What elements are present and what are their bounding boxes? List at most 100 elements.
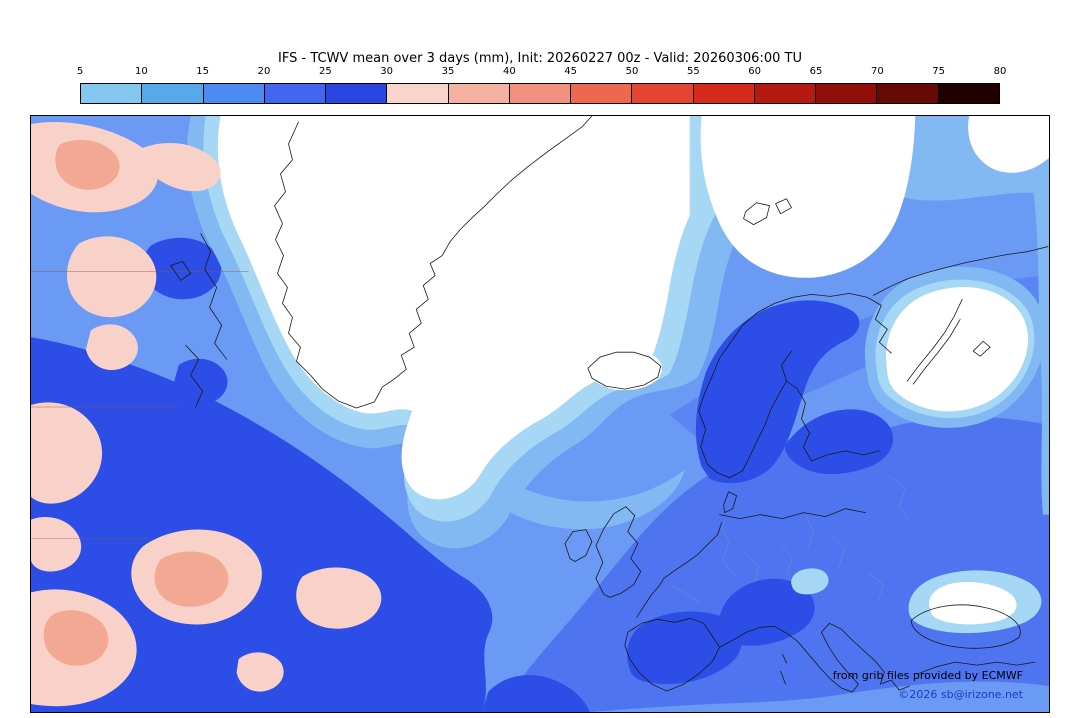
coastline-corsica <box>782 653 787 664</box>
border-line <box>721 524 734 575</box>
colorbar-tick-label: 15 <box>196 66 210 77</box>
coastline-iberia <box>624 617 721 692</box>
colorbar-ticks: 5 10 15 20 25 30 35 40 45 50 55 60 65 70 75 80 <box>76 66 1007 81</box>
colorbar-tick-label: 5 <box>76 66 84 77</box>
coastline-baffin <box>200 233 228 360</box>
border-line <box>670 584 701 604</box>
coastline-channel-biscay <box>636 554 699 618</box>
region-spiral-arm <box>460 444 685 530</box>
colorbar-tick-label: 35 <box>441 66 455 77</box>
coastline-svalbard-ne <box>775 198 792 215</box>
region-dark-spot-nw2 <box>172 358 228 406</box>
coastline-mediterranean-italy <box>719 622 876 693</box>
coastline-baffin-island <box>170 261 192 281</box>
credit-ecmwf: from grib files provided by ECMWF <box>832 669 1023 682</box>
region-dark-filament <box>375 514 471 617</box>
colorbar-cell <box>877 84 939 103</box>
coastlines <box>170 116 1049 693</box>
graticule-lines <box>31 271 249 539</box>
coastline-sweden <box>707 350 792 479</box>
colorbar: 5 10 15 20 25 30 35 40 45 50 55 60 65 70 75 80 <box>76 66 1007 104</box>
coastline-novaya-zemlya-e <box>912 318 961 385</box>
coastline-denmark <box>723 491 738 514</box>
colorbar-cell <box>81 84 143 103</box>
colorbar-tick-label: 30 <box>380 66 394 77</box>
region-pink-w1 <box>66 236 157 318</box>
coastline-britain <box>595 506 642 598</box>
region-balkans-dark <box>718 578 815 646</box>
coastline-arctic-russia <box>872 246 1049 296</box>
region-pink-w4 <box>31 516 82 572</box>
region-pink-s-small <box>236 652 284 692</box>
region-pink-deep-nw <box>55 139 120 190</box>
coastline-svalbard <box>743 202 770 226</box>
border-line <box>867 572 884 603</box>
coastline-ireland <box>564 529 593 562</box>
border-line <box>778 542 793 576</box>
region-baltic-dark <box>785 409 894 475</box>
colorbar-tick-label: 75 <box>932 66 946 77</box>
colorbar-cell <box>816 84 878 103</box>
coastline-netherlands <box>697 522 723 555</box>
colorbar-cell <box>754 84 817 103</box>
coastline-iceland <box>587 351 662 390</box>
colorbar-cell <box>509 84 572 103</box>
border-line <box>889 474 912 523</box>
region-dry-greenland-arctic <box>217 116 690 500</box>
coastline-labrador <box>185 344 204 408</box>
colorbar-tick-label: 60 <box>748 66 762 77</box>
colorbar-tick-label: 70 <box>870 66 884 77</box>
country-borders <box>670 474 912 604</box>
region-dark-bottom-center <box>482 675 590 712</box>
colorbar-cell <box>632 84 694 103</box>
coastline-sardinia <box>780 670 786 685</box>
coastline-norway <box>698 293 892 466</box>
tcwv-map <box>31 116 1049 712</box>
region-iberia-dark <box>627 611 742 685</box>
coastline-black-sea <box>910 604 1021 649</box>
colorbar-cell <box>571 84 633 103</box>
region-alps-pale <box>791 568 829 595</box>
coastline-gulf-finland <box>811 450 880 462</box>
colorbar-tick-label: 10 <box>134 66 148 77</box>
border-line <box>829 534 845 569</box>
coastline-arctic-island <box>972 340 991 357</box>
region-scandinavia-dark <box>695 300 860 484</box>
colorbar-tick-label: 45 <box>564 66 578 77</box>
region-dry-barents <box>700 116 916 278</box>
region-pink-deep-center <box>154 551 229 607</box>
colorbar-tick-label: 25 <box>318 66 332 77</box>
coastline-turkey <box>916 661 1036 675</box>
colorbar-cell <box>326 84 388 103</box>
region-pink-deep-sw <box>43 610 109 666</box>
region-dry-iceland <box>587 350 662 391</box>
colorbar-tick-label: 20 <box>257 66 271 77</box>
colorbar-tick-label: 55 <box>686 66 700 77</box>
region-dry-novaya-zemlya <box>886 286 1029 412</box>
colorbar-cell <box>448 84 510 103</box>
coastline-bothnia <box>786 380 812 462</box>
map-frame: from grib files provided by ECMWF ©2026 … <box>30 115 1050 713</box>
coastline-south-baltic <box>719 508 866 520</box>
coastline-greenland <box>274 116 593 409</box>
colorbar-cell <box>203 84 265 103</box>
colorbar-cell <box>693 84 755 103</box>
colorbar-cell <box>387 84 449 103</box>
region-pink-w3 <box>31 402 103 504</box>
region-pink-nw-ribbon <box>142 143 221 192</box>
region-pink-w2 <box>85 324 138 371</box>
credit-email[interactable]: ©2026 sb@irizone.net <box>898 688 1023 701</box>
colorbar-tick-label: 80 <box>993 66 1007 77</box>
coastline-greece <box>874 660 910 691</box>
colorbar-cell <box>142 84 204 103</box>
colorbar-tick-label: 65 <box>809 66 823 77</box>
colorbar-cell <box>264 84 327 103</box>
region-pink-detached <box>296 567 382 629</box>
colorbar-cells <box>80 83 1000 104</box>
region-africa-strip-15-20 <box>589 681 1049 712</box>
coastline-novaya-zemlya-w <box>906 298 963 382</box>
colorbar-tick-label: 50 <box>625 66 639 77</box>
border-line <box>745 554 759 583</box>
region-dry-corner <box>968 116 1049 173</box>
